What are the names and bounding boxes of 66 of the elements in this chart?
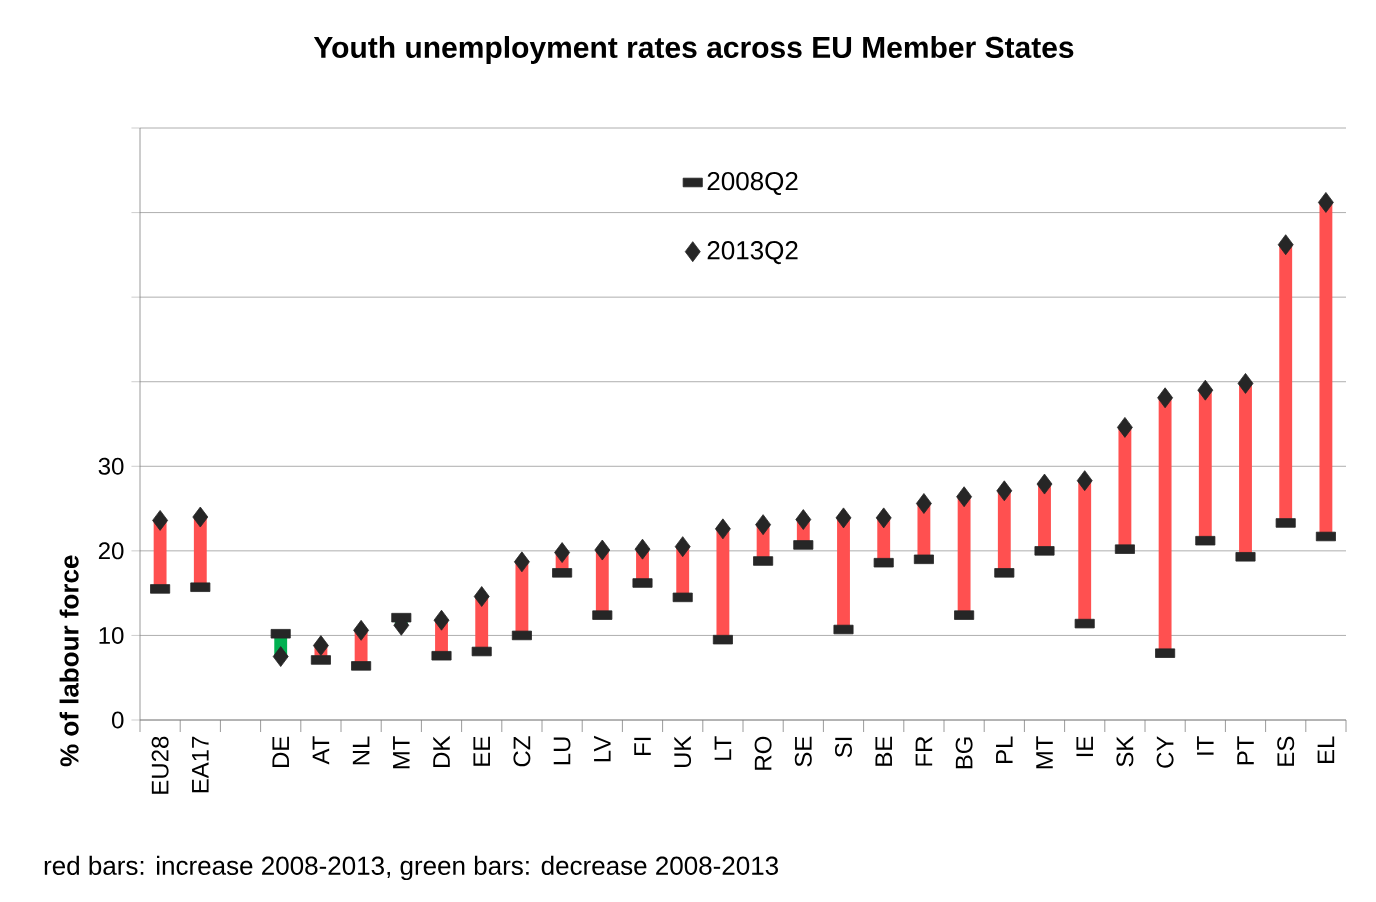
- point: [996, 480, 1013, 502]
- x-tick-label: AT: [312, 736, 330, 765]
- x-tick-label: SI: [835, 737, 852, 758]
- x-tick-label: LV: [594, 735, 611, 762]
- x-tick-label: BG: [955, 737, 973, 769]
- y-tick-label: 30: [98, 457, 124, 475]
- y-tick-label: 10: [99, 626, 124, 644]
- point: [956, 486, 972, 508]
- x-tick-label: CZ: [513, 736, 531, 767]
- point: [554, 542, 571, 563]
- x-tick-label: PL: [996, 736, 1013, 763]
- point: [152, 510, 169, 531]
- point: [1197, 379, 1214, 401]
- x-tick-label: EU28: [151, 736, 169, 794]
- x-tick-label: BE: [875, 736, 892, 766]
- x-tick-label: NL: [352, 736, 370, 765]
- point: [353, 619, 370, 641]
- point: [916, 493, 932, 514]
- x-tick-label: DE: [272, 736, 289, 767]
- point: [473, 586, 490, 607]
- point: [1157, 387, 1174, 409]
- point: [835, 507, 852, 529]
- point: [313, 635, 329, 656]
- x-tick-label: EL: [1317, 736, 1335, 763]
- x-tick-label: PT: [1237, 736, 1254, 765]
- chart-title: Youth unemployment rates across EU Member States: [313, 36, 1074, 64]
- x-tick-label: CY: [1156, 736, 1174, 768]
- x-tick-label: EA17: [192, 736, 209, 793]
- legend-label: 2008Q2: [707, 171, 798, 195]
- point: [1036, 473, 1053, 495]
- point: [514, 551, 530, 573]
- text: red bars: increase 2008-2013, green bars: decrease 2008-2013: [44, 855, 778, 881]
- x-tick-label: MT: [393, 736, 410, 769]
- x-tick-label: FR: [915, 736, 933, 766]
- x-tick-label: DK: [433, 735, 450, 767]
- point: [795, 509, 812, 530]
- point: [634, 538, 651, 560]
- point: [272, 646, 289, 667]
- point: [1318, 192, 1334, 213]
- y-axis-title: % of labour force: [59, 555, 79, 767]
- point: [1117, 416, 1133, 438]
- x-tick-label: ES: [1277, 736, 1295, 766]
- x-tick-label: EE: [473, 736, 490, 766]
- x-tick-label: IT: [1197, 736, 1214, 755]
- x-tick-label: MT: [1036, 736, 1053, 769]
- x-tick-label: UK: [674, 735, 692, 768]
- y-tick-label: 0: [112, 711, 124, 729]
- legend-label: 2013Q2: [707, 241, 798, 265]
- point: [755, 514, 771, 536]
- x-tick-label: SE: [794, 736, 812, 767]
- x-tick-label: LU: [553, 737, 571, 765]
- point: [875, 507, 892, 529]
- x-tick-label: LT: [714, 736, 732, 760]
- y-tick-label: 20: [98, 542, 124, 560]
- point: [1277, 234, 1294, 256]
- point: [1076, 470, 1093, 492]
- x-tick-label: SK: [1116, 735, 1134, 767]
- point: [674, 536, 691, 558]
- x-tick-label: RO: [754, 736, 772, 770]
- x-tick-label: IE: [1076, 736, 1093, 757]
- point: [594, 539, 611, 561]
- point: [715, 518, 731, 540]
- point: [192, 506, 209, 528]
- point: [433, 609, 450, 631]
- point: [1237, 373, 1254, 394]
- x-tick-label: FI: [634, 737, 651, 755]
